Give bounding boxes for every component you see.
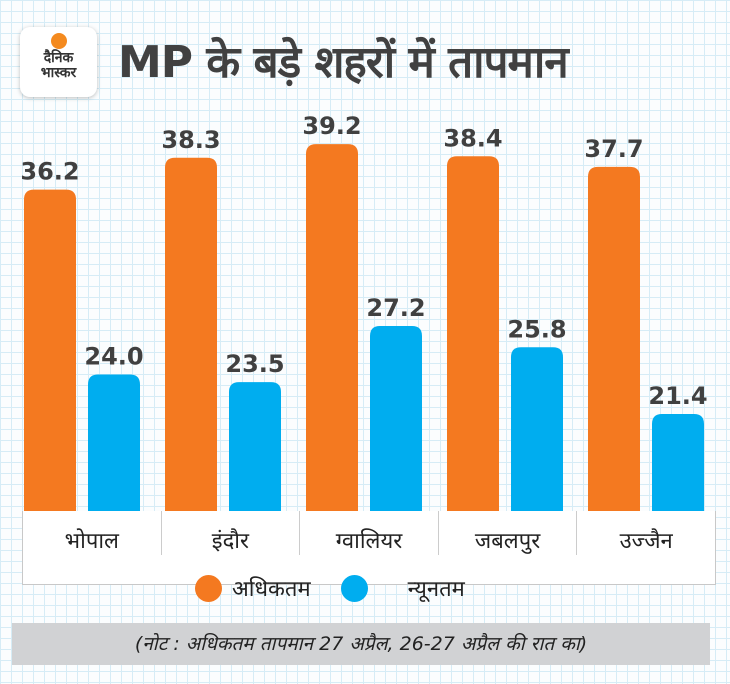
data-label: 24.0: [84, 343, 143, 371]
category-label: उज्जैन: [619, 529, 673, 554]
bar-max: [447, 156, 499, 512]
bar-max: [24, 189, 76, 511]
bar-min: [652, 413, 704, 511]
logo-line1: दैनिक: [43, 50, 74, 66]
dainik-bhaskar-logo: दैनिक भास्कर: [20, 27, 97, 97]
category-axis: भोपाल इंदौर ग्वालियर जबलपुर उज्जैन: [22, 511, 716, 585]
bar-max: [588, 166, 640, 512]
footnote: (नोट : अधिकतम तापमान 27 अप्रैल, 26-27 अप…: [12, 623, 710, 665]
data-label: 21.4: [648, 382, 707, 410]
sun-icon: [50, 33, 67, 49]
legend-swatch-min: [340, 574, 368, 602]
bar-chart: 36.2 38.3 39.2 38.4 37.7 24.0 23.5 27.2 25.8 21.4: [20, 112, 708, 512]
bar-min: [370, 326, 422, 511]
legend-swatch-max: [195, 574, 222, 602]
bar-max: [306, 144, 358, 512]
data-label: 36.2: [20, 158, 79, 186]
bar-min: [88, 374, 140, 511]
data-label: 23.5: [225, 350, 284, 378]
category-label: इंदौर: [162, 511, 301, 555]
category-label: ग्वालियर: [300, 511, 439, 555]
legend: अधिकतम न्यूनतम: [195, 573, 465, 603]
bar-min: [511, 347, 563, 511]
logo-line2: भास्कर: [40, 65, 77, 81]
category-label: जबलपुर: [439, 511, 578, 555]
data-label: 25.8: [507, 315, 566, 343]
data-label: 39.2: [302, 112, 361, 140]
data-label: 27.2: [366, 294, 425, 322]
data-label: 38.3: [161, 126, 220, 154]
chart-title: MP के बड़े शहरों में तापमान: [118, 37, 569, 88]
legend-label-max: अधिकतम: [232, 577, 311, 602]
data-label: 38.4: [443, 124, 502, 152]
bar-max: [165, 157, 217, 511]
category-label: भोपाल: [23, 511, 162, 555]
legend-label-min: न्यूनतम: [407, 577, 465, 602]
data-label: 37.7: [584, 135, 643, 163]
bar-min: [229, 382, 281, 511]
